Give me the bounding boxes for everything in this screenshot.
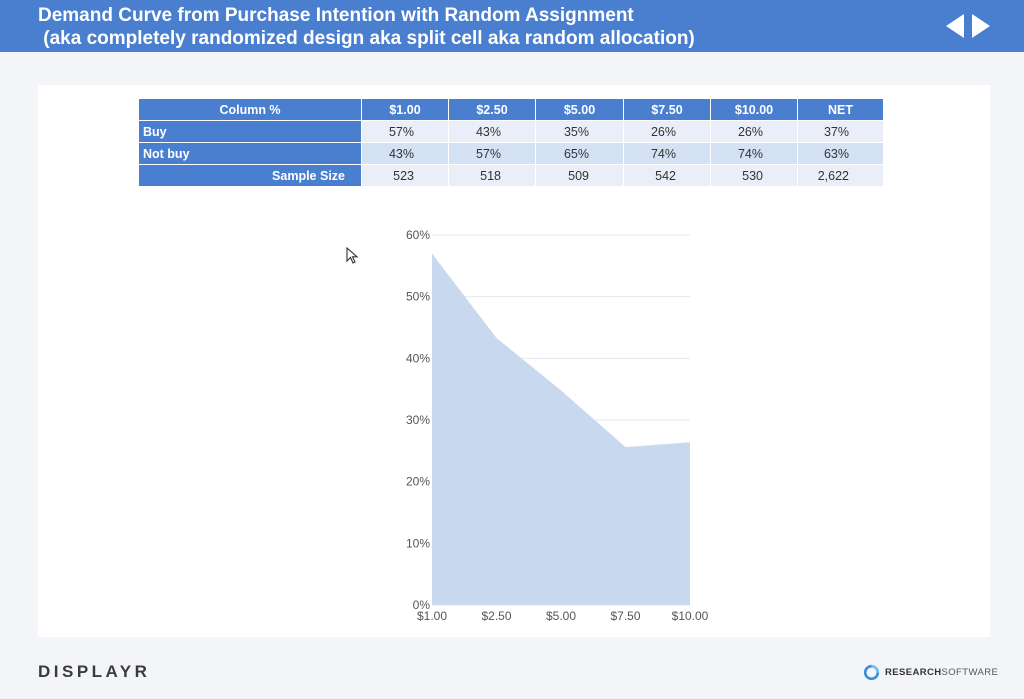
table-cell: 37%	[798, 120, 883, 142]
table-cell: 518	[449, 164, 535, 186]
y-tick-label: 30%	[406, 413, 430, 427]
x-tick-label: $10.00	[672, 609, 709, 623]
y-tick-label: 50%	[406, 290, 430, 304]
row-header: Sample Size	[139, 164, 361, 186]
buy-area-series	[432, 253, 690, 605]
logo-text-bold: RESEARCH	[885, 667, 942, 678]
y-tick-label: 40%	[406, 351, 430, 365]
crosstab-table: Column % $1.00 $2.50 $5.00 $7.50 $10.00 …	[138, 99, 884, 186]
y-tick-label: 20%	[406, 475, 430, 489]
displayr-logo: DISPLAYR	[38, 662, 151, 681]
right-arrow-icon	[972, 14, 990, 38]
row-header: Buy	[139, 120, 361, 142]
x-tick-label: $5.00	[546, 609, 576, 623]
table-header-row: Column % $1.00 $2.50 $5.00 $7.50 $10.00 …	[139, 99, 883, 120]
table-cell: 26%	[711, 120, 797, 142]
researchsoftware-logo: RESEARCHSOFTWARE	[863, 664, 998, 681]
header-bar: Demand Curve from Purchase Intention wit…	[0, 0, 1024, 52]
table-cell: 43%	[449, 120, 535, 142]
table-cell: 43%	[362, 142, 448, 164]
table-row: Sample Size 523 518 509 542 530 2,622	[139, 164, 883, 186]
row-header: Not buy	[139, 142, 361, 164]
table-cell: 35%	[536, 120, 623, 142]
demand-area-chart: 0% 10% 20% 30% 40% 50% 60% $1.00 $2.50 $5.00 $7.5…	[406, 228, 709, 623]
x-tick-label: $1.00	[417, 609, 447, 623]
table-cell: 74%	[711, 142, 797, 164]
table-cell: 74%	[624, 142, 710, 164]
table-row: Not buy 43% 57% 65% 74% 74% 63%	[139, 142, 883, 164]
table-cell: 26%	[624, 120, 710, 142]
table-cell: 523	[362, 164, 448, 186]
content-card: Column % $1.00 $2.50 $5.00 $7.50 $10.00 …	[38, 85, 990, 637]
slide-title: Demand Curve from Purchase Intention wit…	[38, 5, 695, 49]
table-cell: 65%	[536, 142, 623, 164]
x-tick-label: $2.50	[481, 609, 511, 623]
researchsoftware-logo-icon	[863, 664, 880, 681]
table-cell: 63%	[798, 142, 883, 164]
table-cell: 542	[624, 164, 710, 186]
table-cell: 57%	[449, 142, 535, 164]
y-tick-label: 10%	[406, 536, 430, 550]
mouse-cursor-icon	[346, 246, 360, 270]
column-header: $2.50	[449, 99, 535, 120]
y-tick-label: 60%	[406, 228, 430, 242]
column-header: $7.50	[624, 99, 710, 120]
x-tick-label: $7.50	[610, 609, 640, 623]
column-header: $10.00	[711, 99, 797, 120]
y-tick-label: 0%	[413, 598, 431, 612]
table-cell: 57%	[362, 120, 448, 142]
next-slide-button[interactable]	[970, 13, 992, 39]
column-header: NET	[798, 99, 883, 120]
table-row: Buy 57% 43% 35% 26% 26% 37%	[139, 120, 883, 142]
column-header: $1.00	[362, 99, 448, 120]
table-cell: 2,622	[798, 164, 883, 186]
column-header: $5.00	[536, 99, 623, 120]
logo-text-rest: SOFTWARE	[941, 667, 999, 678]
table-cell: 530	[711, 164, 797, 186]
table-corner-header: Column %	[139, 99, 361, 120]
left-arrow-icon	[946, 14, 964, 38]
previous-slide-button[interactable]	[944, 13, 966, 39]
table-cell: 509	[536, 164, 623, 186]
